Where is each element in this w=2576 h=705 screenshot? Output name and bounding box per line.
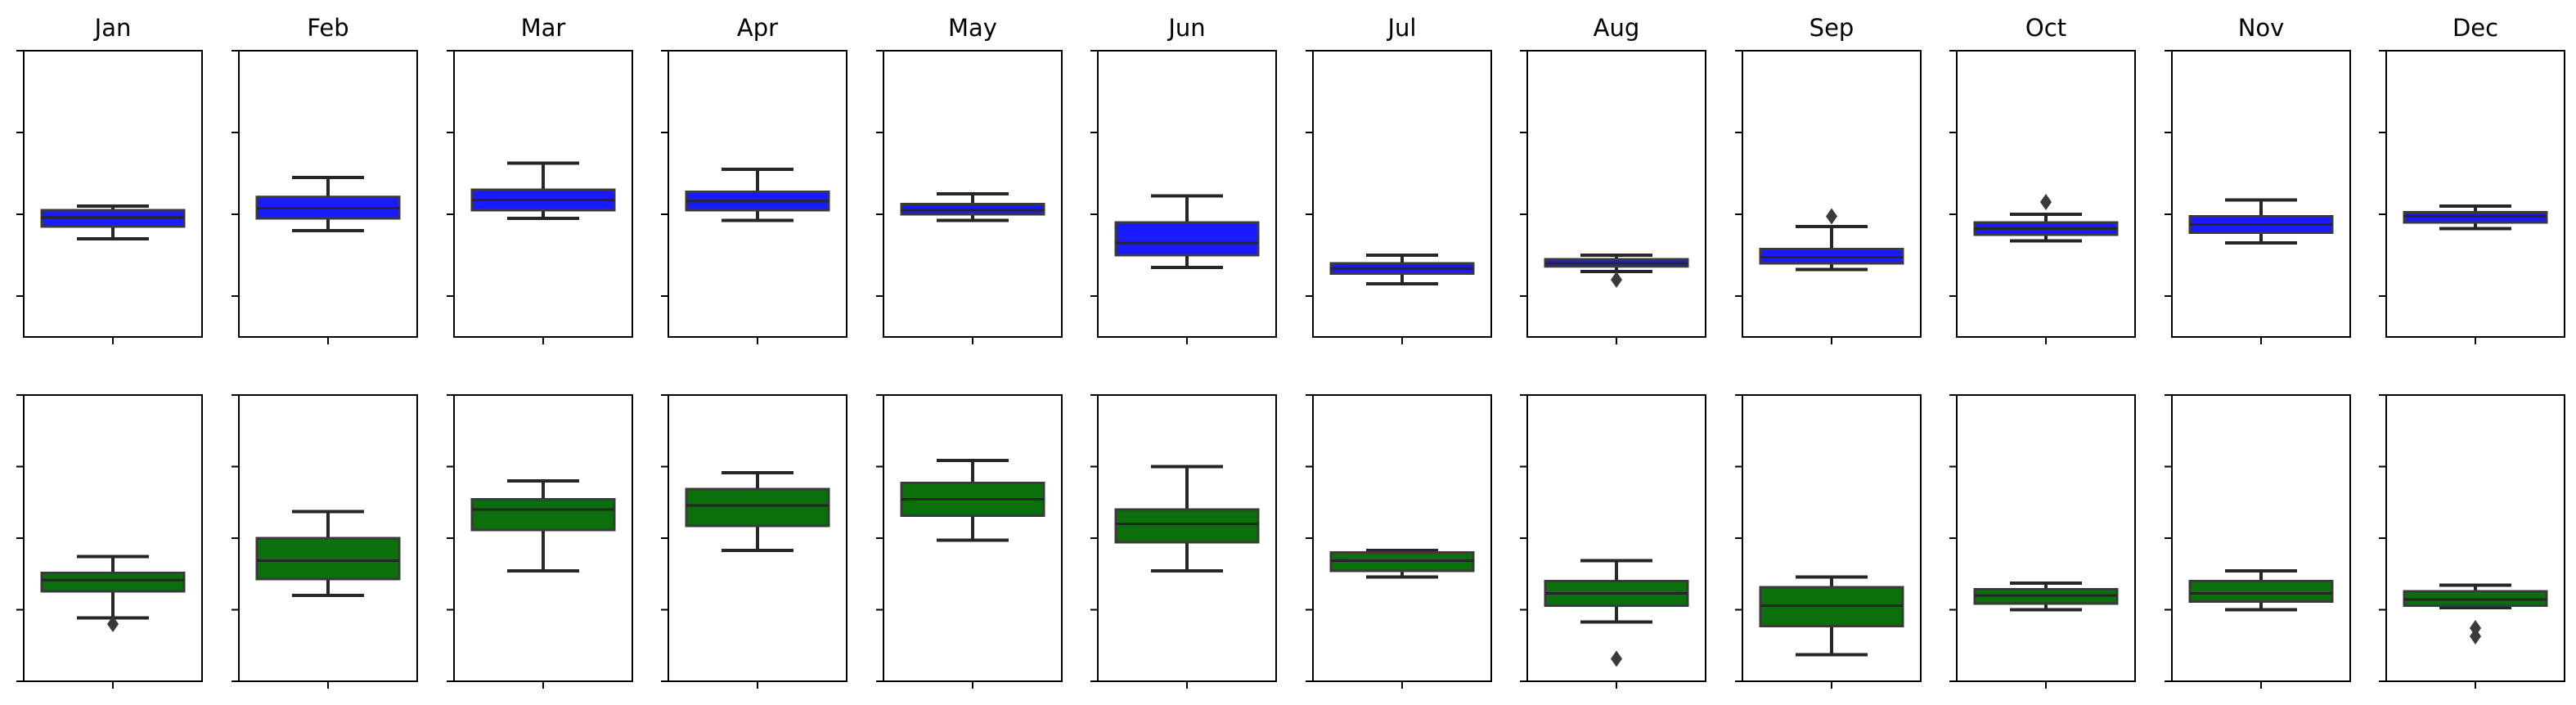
panel-title-jan: Jan bbox=[93, 14, 132, 42]
panel-frame-bottom-nov bbox=[2171, 394, 2351, 682]
box-bottom-feb bbox=[255, 537, 401, 581]
outlier-point bbox=[2040, 194, 2052, 210]
panel-frame-top-dec bbox=[2385, 50, 2565, 338]
panel-frame-top-sep bbox=[1742, 50, 1922, 338]
panel-frame-bottom-aug bbox=[1526, 394, 1706, 682]
panel-title-jul: Jul bbox=[1387, 14, 1417, 42]
outlier-point bbox=[107, 616, 119, 632]
panel-title-feb: Feb bbox=[307, 14, 348, 42]
panel-frame-top-aug bbox=[1526, 50, 1706, 338]
panel-title-oct: Oct bbox=[2025, 14, 2066, 42]
panel-frame-top-jun bbox=[1097, 50, 1277, 338]
box-top-jun bbox=[1114, 221, 1260, 257]
box-bottom-jan bbox=[40, 572, 186, 593]
panel-frame-bottom-jul bbox=[1312, 394, 1492, 682]
panel-frame-top-jul bbox=[1312, 50, 1492, 338]
panel-title-may: May bbox=[948, 14, 997, 42]
panel-title-apr: Apr bbox=[737, 14, 778, 42]
box-bottom-nov bbox=[2188, 580, 2334, 603]
panel-title-aug: Aug bbox=[1594, 14, 1640, 42]
box-bottom-jun bbox=[1114, 508, 1260, 544]
panel-frame-top-nov bbox=[2171, 50, 2351, 338]
box-bottom-apr bbox=[685, 487, 830, 528]
panel-title-nov: Nov bbox=[2238, 14, 2285, 42]
panel-title-jun: Jun bbox=[1167, 14, 1205, 42]
panel-title-sep: Sep bbox=[1809, 14, 1854, 42]
panel-frame-bottom-jan bbox=[23, 394, 203, 682]
panel-frame-top-jan bbox=[23, 50, 203, 338]
outlier-point bbox=[1611, 650, 1622, 667]
outlier-point bbox=[2470, 628, 2481, 644]
outlier-point bbox=[1611, 272, 1622, 288]
panel-title-dec: Dec bbox=[2452, 14, 2498, 42]
box-bottom-mar bbox=[470, 498, 616, 532]
panel-title-mar: Mar bbox=[521, 14, 566, 42]
outlier-point bbox=[1826, 208, 1837, 225]
panel-frame-bottom-oct bbox=[1956, 394, 2136, 682]
